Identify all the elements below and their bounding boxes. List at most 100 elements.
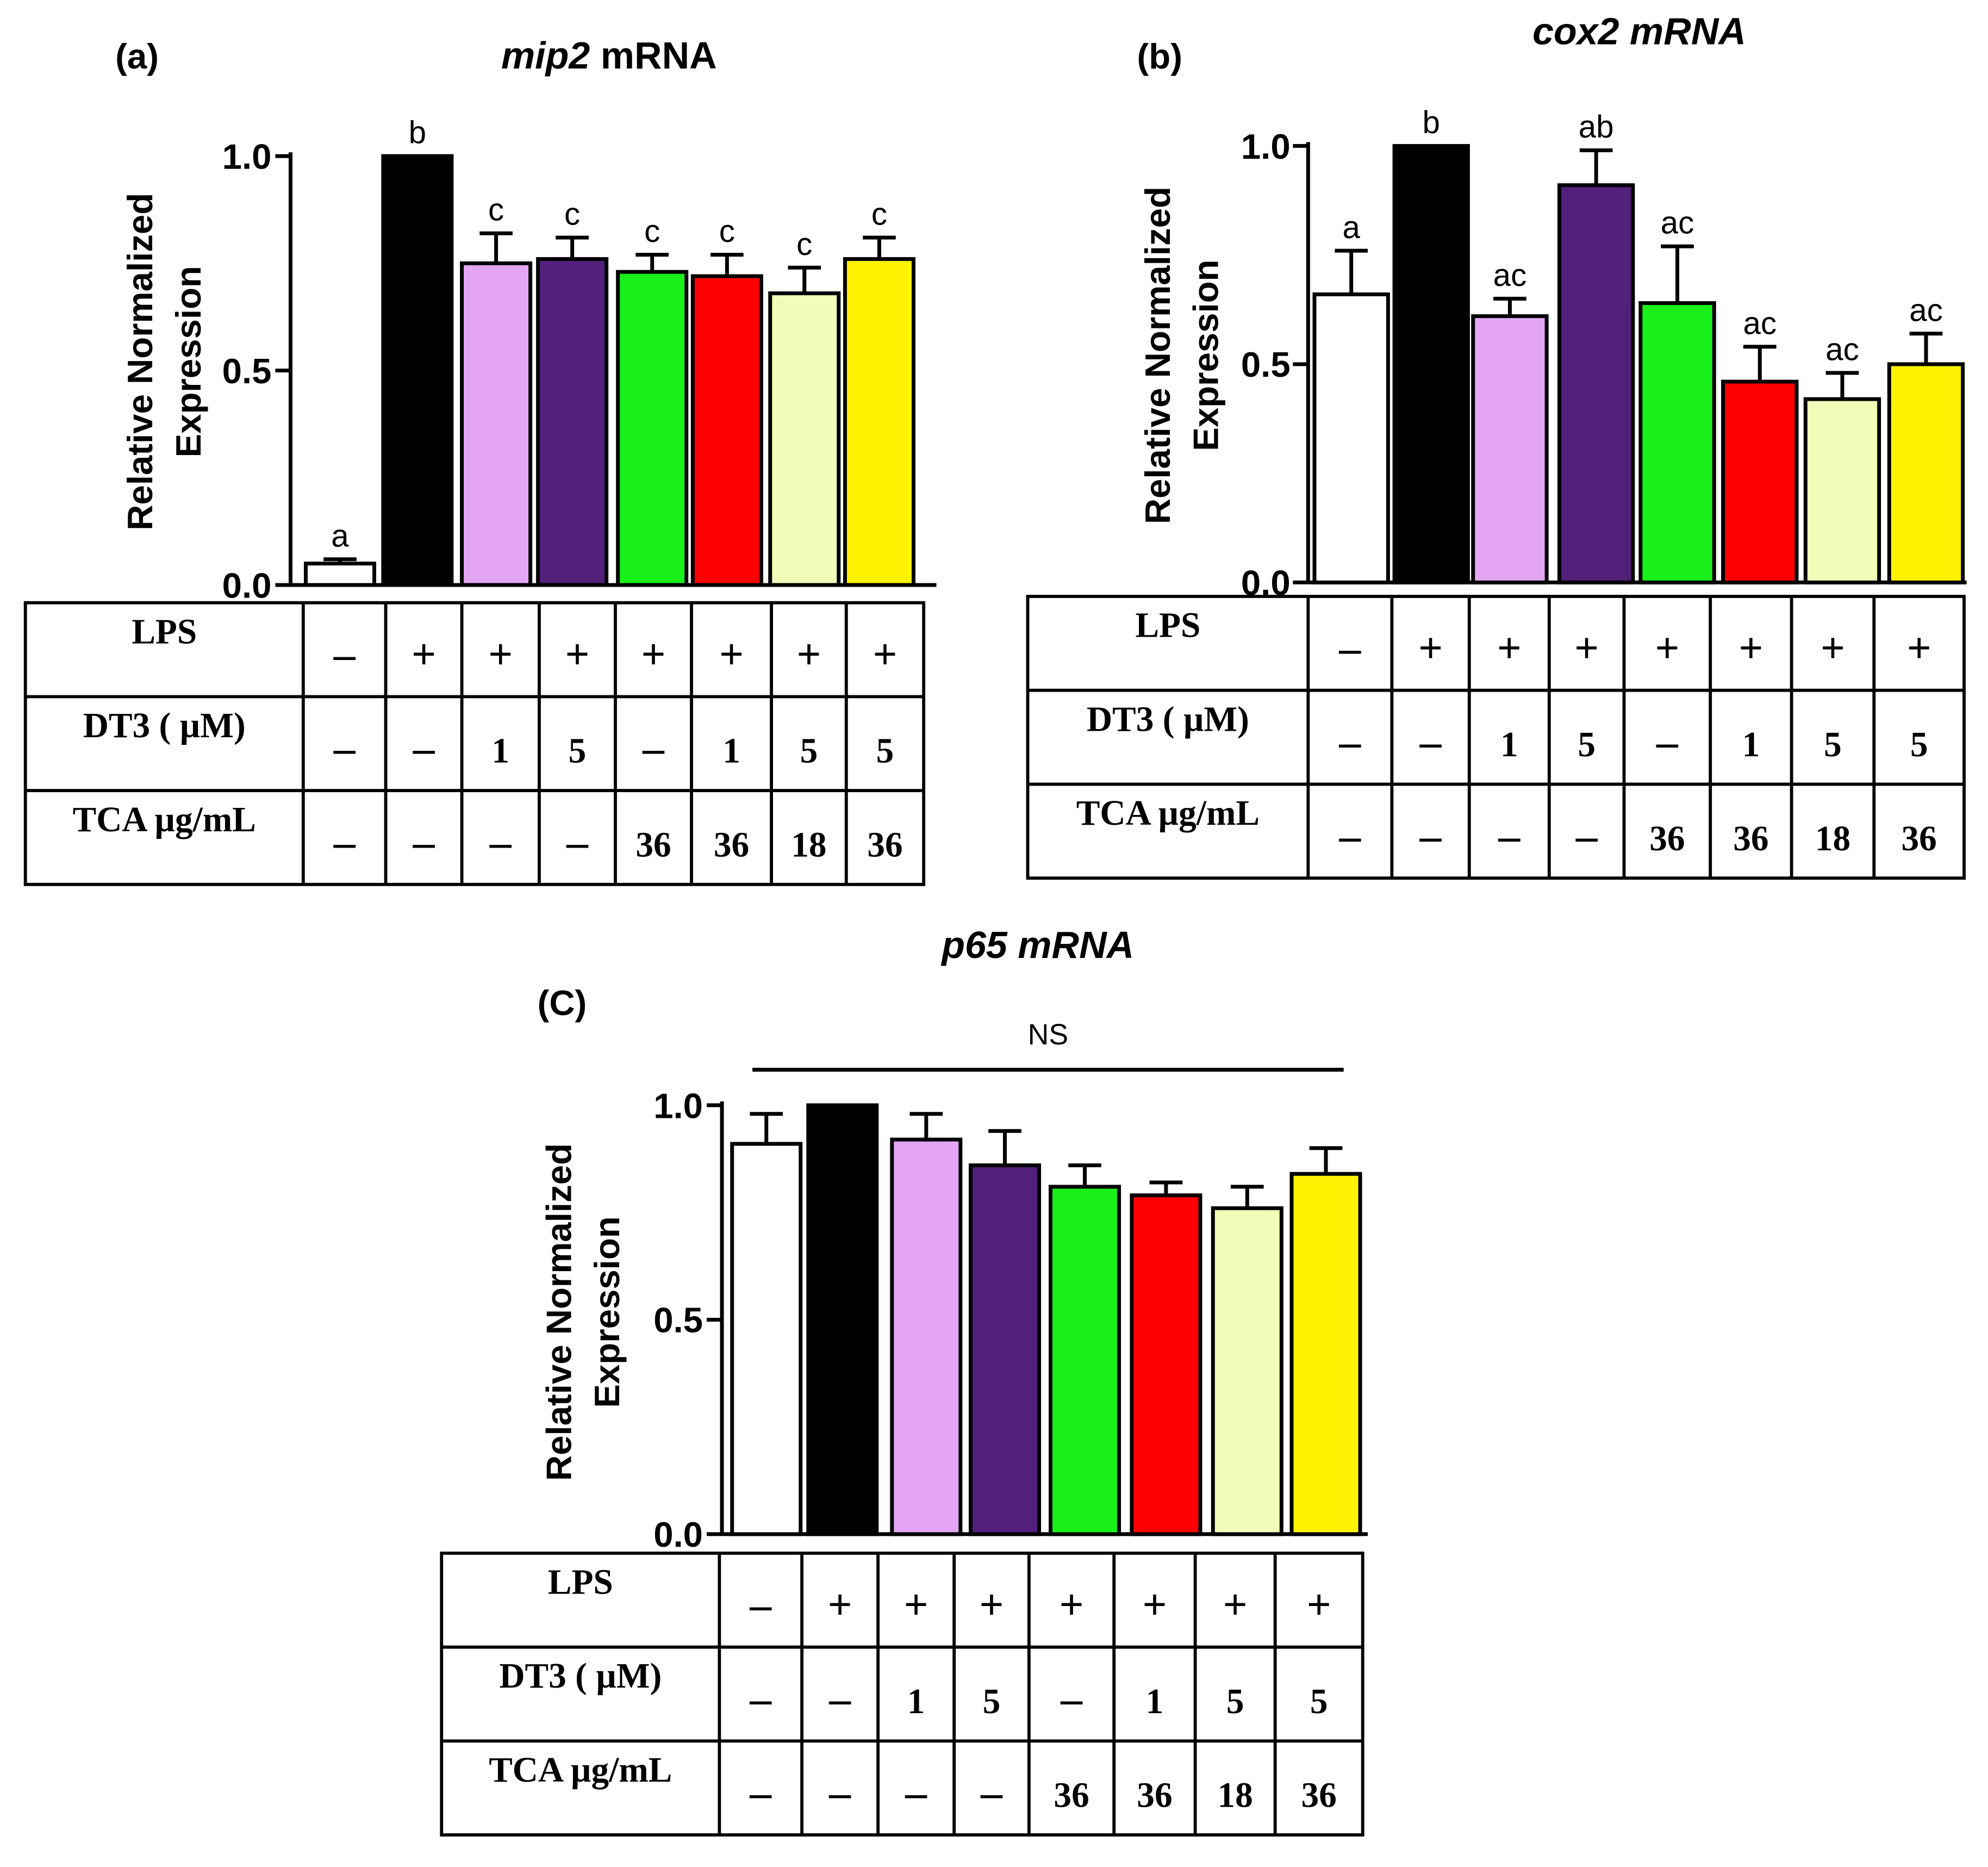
significance-letter: c (644, 214, 660, 249)
bar (616, 270, 689, 587)
table-cell: – (749, 1769, 772, 1817)
table-cell: + (1059, 1581, 1083, 1629)
significance-letter: c (719, 214, 735, 249)
y-tick-label: 1.0 (1241, 127, 1291, 166)
table-cell: + (641, 631, 665, 679)
table-cell: – (1339, 812, 1362, 860)
significance-letter: a (331, 518, 349, 553)
table-cell: + (1655, 624, 1679, 672)
bar (1471, 314, 1549, 584)
bar (303, 562, 377, 587)
table-cell: + (488, 631, 513, 679)
table-cell: + (1821, 624, 1845, 672)
bar (1557, 183, 1635, 584)
bar (1130, 1193, 1202, 1536)
bar (806, 1103, 879, 1536)
table-cell: + (565, 631, 589, 679)
table-cell: – (980, 1769, 1003, 1817)
y-axis-label: Expression (169, 266, 208, 457)
table-cell: – (566, 818, 589, 866)
significance-letter: ab (1579, 109, 1614, 145)
significance-letter: ac (1661, 206, 1694, 241)
y-tick-label: 0.0 (222, 565, 272, 605)
table-cell: – (489, 818, 512, 866)
chart-panel-3: (C) p65 mRNA Relative Normalized Expression… (440, 924, 1368, 1837)
table-row-label: DT3 ( µM) (1087, 700, 1249, 739)
bar (1887, 362, 1965, 584)
significance-letter: a (1342, 210, 1360, 245)
table-cell: + (904, 1581, 928, 1629)
y-axis-label: Expression (1186, 259, 1226, 451)
bar (1312, 292, 1390, 584)
significance-letter: b (1423, 105, 1440, 140)
y-tick-label: 0.5 (1241, 345, 1291, 384)
table-cell: + (719, 631, 744, 679)
table-cell: – (1498, 812, 1520, 860)
table-cell: + (796, 631, 821, 679)
table-cell: + (1907, 624, 1931, 672)
table-cell: 36 (714, 825, 749, 864)
table-cell: – (333, 631, 356, 679)
table-row-label: DT3 ( µM) (499, 1657, 662, 1696)
table-cell: 1 (1500, 725, 1518, 764)
table-cell: 5 (983, 1682, 1001, 1721)
table-cell: – (749, 1581, 772, 1629)
table-cell: 5 (1910, 725, 1928, 764)
table-cell: – (413, 725, 435, 773)
table-cell: 18 (1217, 1776, 1252, 1815)
table-cell: 1 (907, 1682, 925, 1721)
significance-letter: ac (1909, 293, 1943, 328)
table-cell: 36 (1733, 819, 1768, 858)
y-axis-label: Expression (587, 1216, 627, 1408)
bar (969, 1163, 1042, 1536)
table-cell: + (1142, 1581, 1167, 1629)
table-cell: 5 (1310, 1682, 1328, 1721)
table-cell: + (979, 1581, 1004, 1629)
table-cell: – (333, 818, 356, 866)
table-cell: 36 (867, 825, 902, 864)
table-cell: – (828, 1675, 851, 1723)
table-cell: + (1223, 1581, 1248, 1629)
y-tick-label: 1.0 (222, 136, 272, 176)
table-cell: 18 (791, 825, 826, 864)
table-cell: + (412, 631, 436, 679)
bar (690, 274, 763, 587)
table-cell: – (1419, 718, 1442, 766)
bar (1721, 379, 1799, 584)
table-cell: – (1339, 718, 1362, 766)
table-border (1026, 595, 1966, 880)
chart-panel-1: (a) mip2 mRNA Relative Normalized Expressio… (23, 34, 937, 886)
chart-title: p65 mRNA (940, 924, 1134, 966)
table-cell: 36 (635, 825, 671, 864)
table-cell: 36 (1301, 1776, 1337, 1815)
table-cell: + (873, 631, 897, 679)
panel-label: (b) (1137, 36, 1182, 76)
table-cell: + (1574, 624, 1599, 672)
bar (1392, 144, 1470, 584)
table-cell: – (1339, 624, 1362, 672)
chart-title: mip2 mRNA (501, 34, 717, 77)
table-cell: 5 (876, 732, 894, 771)
y-axis-label: Relative Normalized (1138, 186, 1177, 524)
y-tick-label: 0.0 (653, 1515, 703, 1554)
table-row-label: LPS (548, 1563, 613, 1602)
table-cell: 1 (491, 732, 509, 771)
bar (536, 257, 609, 587)
y-tick-label: 0.5 (653, 1300, 703, 1340)
table-cell: – (1419, 812, 1442, 860)
condition-table: LPS – + + + + + + + DT3 ( µM) – – 1 5 – 1 5 5 TCA µg/mL – – –… (1026, 595, 1966, 880)
table-cell: 5 (1226, 1682, 1244, 1721)
bar (1289, 1172, 1362, 1536)
table-cell: 5 (800, 732, 818, 771)
table-cell: – (828, 1769, 851, 1817)
y-tick-label: 1.0 (653, 1086, 703, 1125)
y-axis-label: Relative Normalized (539, 1143, 578, 1481)
condition-table: LPS – + + + + + + + DT3 ( µM) – – 1 5 – 1 5 5 TCA µg/mL – – –… (23, 601, 926, 886)
bar (1803, 397, 1881, 584)
table-row-label: DT3 ( µM) (83, 706, 246, 745)
panel-label: (a) (115, 36, 159, 76)
chart-panel-2: (b) cox2 mRNA Relative Normalized Expressio… (1026, 10, 1967, 880)
table-cell: 5 (569, 732, 587, 771)
significance-label: NS (1028, 1018, 1069, 1051)
